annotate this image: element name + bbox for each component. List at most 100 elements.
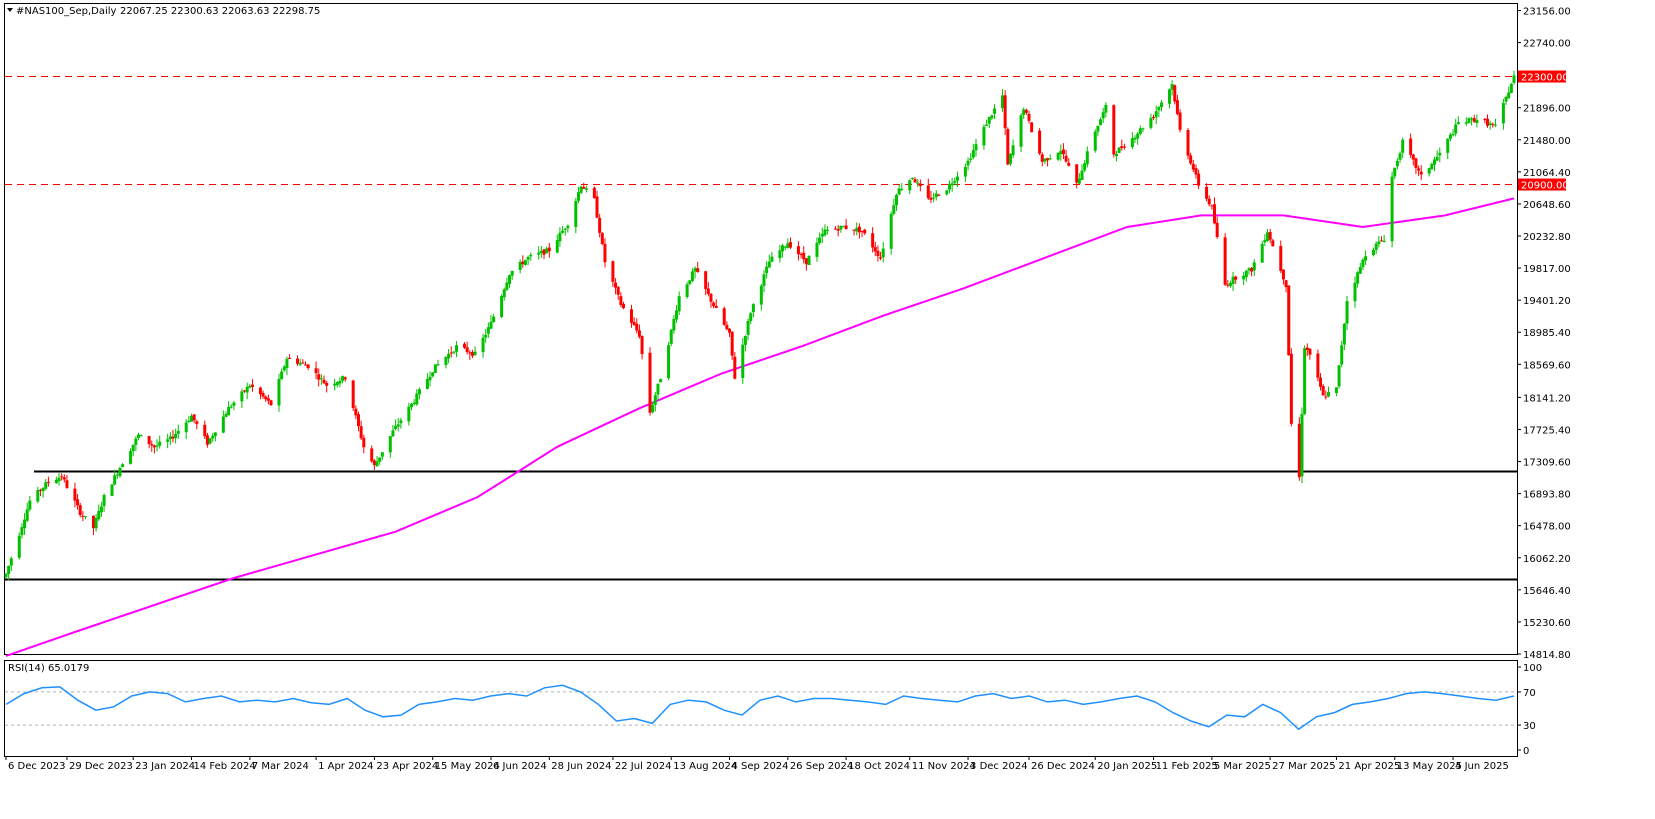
candle-body bbox=[211, 435, 215, 439]
candle-body bbox=[65, 480, 69, 488]
candle-body bbox=[653, 395, 657, 405]
candle-body bbox=[1024, 109, 1028, 113]
candle-body bbox=[1083, 163, 1087, 171]
candle-body bbox=[579, 186, 583, 193]
candle-body bbox=[394, 425, 398, 429]
candle-body bbox=[1448, 134, 1452, 139]
candle-body bbox=[1099, 119, 1103, 126]
price-tick-label: 21064.40 bbox=[1523, 168, 1571, 179]
candle-body bbox=[1234, 276, 1238, 280]
candle-body bbox=[1114, 154, 1118, 156]
candle-body bbox=[301, 362, 305, 364]
candle-body bbox=[1268, 231, 1272, 240]
candle-body bbox=[354, 408, 358, 416]
candle-body bbox=[166, 439, 170, 442]
candle-body bbox=[547, 247, 551, 252]
price-tick-label: 16478.00 bbox=[1523, 522, 1571, 533]
candle-body bbox=[913, 179, 917, 183]
candle-body bbox=[563, 228, 567, 230]
price-tick-label: 19401.20 bbox=[1523, 296, 1571, 307]
candle-body bbox=[470, 352, 474, 356]
candle-body bbox=[1390, 176, 1394, 242]
candle-body bbox=[1226, 284, 1230, 286]
candle-body bbox=[836, 229, 840, 231]
candle-body bbox=[1038, 130, 1042, 154]
candle-body bbox=[277, 378, 281, 406]
candle-body bbox=[807, 255, 811, 265]
candle-body bbox=[834, 228, 838, 230]
candle-body bbox=[248, 385, 252, 388]
candle-body bbox=[1446, 138, 1450, 153]
rsi-panel-frame bbox=[4, 660, 1518, 757]
candle-body bbox=[388, 436, 392, 453]
candle-body bbox=[566, 225, 570, 229]
candle-body bbox=[240, 391, 244, 402]
candle-body bbox=[622, 303, 626, 309]
candle-body bbox=[288, 357, 292, 359]
candle-body bbox=[526, 256, 530, 260]
ohlc-values: 22067.25 22300.63 22063.63 22298.75 bbox=[120, 6, 320, 17]
time-tick-label: 27 Mar 2025 bbox=[1272, 761, 1335, 772]
candle-body bbox=[728, 328, 732, 333]
candle-body bbox=[953, 180, 957, 183]
candle-body bbox=[1186, 130, 1190, 156]
candle-body bbox=[1043, 158, 1047, 162]
candle-body bbox=[746, 321, 750, 335]
candle-body bbox=[54, 479, 58, 484]
candle-body bbox=[1157, 107, 1161, 111]
candle-body bbox=[725, 324, 729, 330]
candle-body bbox=[945, 190, 949, 195]
time-tick-label: 4 Jun 2025 bbox=[1455, 761, 1509, 772]
candle-body bbox=[250, 384, 254, 387]
candle-body bbox=[319, 378, 323, 380]
candle-body bbox=[362, 437, 366, 448]
candle-body bbox=[1372, 249, 1376, 255]
candle-body bbox=[706, 288, 710, 294]
candle-body bbox=[91, 515, 95, 529]
candle-body bbox=[333, 383, 337, 386]
candle-body bbox=[640, 336, 644, 355]
candle-body bbox=[762, 274, 766, 286]
candle-body bbox=[325, 382, 329, 386]
candle-body bbox=[1342, 323, 1346, 345]
candle-body bbox=[1398, 153, 1402, 160]
candle-body bbox=[918, 183, 922, 187]
candle-body bbox=[280, 371, 284, 380]
candle-body bbox=[799, 254, 803, 256]
candle-body bbox=[523, 260, 527, 265]
candle-body bbox=[1207, 198, 1211, 205]
candle-body bbox=[611, 261, 615, 282]
candle-body bbox=[876, 250, 880, 257]
candle-body bbox=[1152, 117, 1156, 119]
candle-body bbox=[462, 343, 466, 348]
candle-body bbox=[908, 180, 912, 191]
time-tick-label: 20 Jan 2025 bbox=[1097, 761, 1157, 772]
candle-body bbox=[1393, 167, 1397, 177]
rsi-tick-label: 100 bbox=[1523, 663, 1542, 674]
candle-body bbox=[1215, 222, 1219, 238]
candle-body bbox=[1427, 168, 1431, 174]
candle-body bbox=[1011, 145, 1015, 156]
candle-body bbox=[97, 510, 101, 520]
candle-body bbox=[863, 229, 867, 234]
candle-body bbox=[391, 430, 395, 437]
candle-body bbox=[1284, 280, 1288, 287]
symbol-menu-triangle-icon[interactable] bbox=[7, 8, 13, 12]
price-tick-label: 18141.20 bbox=[1523, 393, 1571, 404]
candle-body bbox=[187, 420, 191, 422]
candle-body bbox=[722, 308, 726, 325]
candle-body bbox=[1252, 262, 1256, 271]
candle-body bbox=[1231, 276, 1235, 285]
candle-body bbox=[1048, 158, 1052, 160]
candle-body bbox=[820, 233, 824, 237]
candle-body bbox=[110, 484, 114, 497]
candle-body bbox=[205, 435, 209, 445]
candle-body bbox=[296, 358, 300, 364]
time-tick-label: 14 Feb 2024 bbox=[194, 761, 256, 772]
candle-body bbox=[1022, 109, 1026, 115]
candle-body bbox=[1438, 152, 1442, 156]
candle-body bbox=[502, 289, 506, 298]
candle-body bbox=[139, 435, 143, 437]
